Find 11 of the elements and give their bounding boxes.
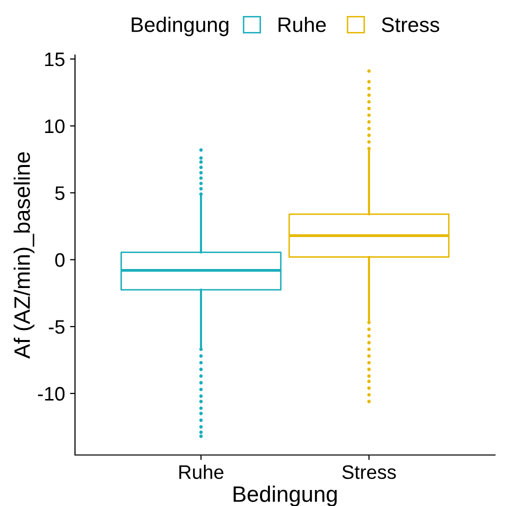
legend-label: Ruhe — [278, 16, 326, 32]
legend-title: Bedingung — [132, 16, 228, 36]
y-axis-title: Af (AZ/min)_baseline — [14, 152, 34, 359]
y-tick-label: -5 — [48, 320, 64, 334]
legend-label: Stress — [382, 17, 440, 32]
y-tick-label: 15 — [45, 52, 64, 66]
y-tick-label: 5 — [55, 186, 64, 200]
x-axis-title: Bedingung — [234, 486, 337, 506]
y-tick-label: 10 — [45, 119, 65, 134]
y-tick-label: 0 — [55, 253, 65, 267]
y-tick-label: -10 — [38, 386, 65, 401]
